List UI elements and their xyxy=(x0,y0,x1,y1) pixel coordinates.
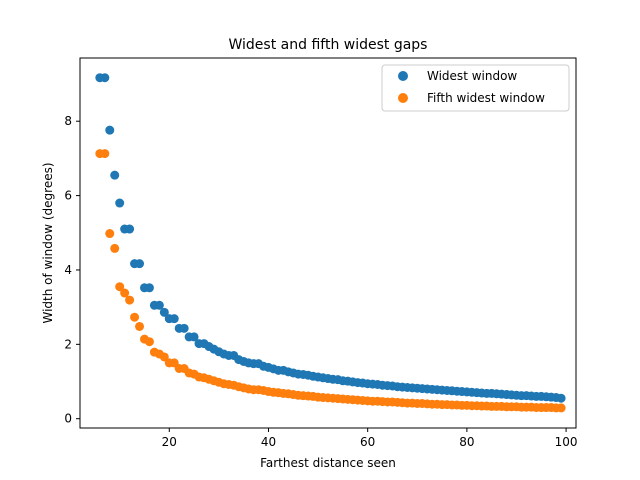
point-series1-1 xyxy=(100,149,110,159)
x-axis-ticks: 20 40 60 80 100 xyxy=(162,428,578,449)
point-series1-5 xyxy=(120,288,130,298)
point-series0-19 xyxy=(189,332,199,342)
x-tick-label-0: 20 xyxy=(162,435,177,449)
legend-marker-widest xyxy=(398,71,408,81)
y-tick-label-2: 4 xyxy=(64,263,72,277)
y-tick-label-4: 8 xyxy=(64,114,72,128)
point-series1-8 xyxy=(135,321,145,331)
y-axis-ticks: 0 2 4 6 8 xyxy=(64,114,80,426)
point-series1-93 xyxy=(556,403,566,413)
point-series1-7 xyxy=(130,312,140,322)
point-series0-3 xyxy=(110,170,120,180)
legend-frame xyxy=(381,64,570,112)
y-tick-label-1: 2 xyxy=(64,337,72,351)
point-series0-17 xyxy=(179,323,189,333)
point-series1-3 xyxy=(110,243,120,253)
x-tick-label-3: 80 xyxy=(459,435,474,449)
plot-frame xyxy=(79,57,577,429)
legend: Widest window Fifth widest window xyxy=(381,64,570,112)
x-tick-label-2: 60 xyxy=(360,435,375,449)
point-series1-6 xyxy=(125,295,135,305)
point-series0-12 xyxy=(154,300,164,310)
point-series0-15 xyxy=(169,314,179,324)
point-series0-4 xyxy=(115,198,125,208)
x-tick-label-1: 40 xyxy=(261,435,276,449)
legend-marker-fifth xyxy=(398,93,408,103)
x-axis-label: Farthest distance seen xyxy=(260,456,396,470)
y-tick-label-0: 0 xyxy=(64,412,72,426)
point-series0-10 xyxy=(144,283,154,293)
point-series1-13 xyxy=(159,352,169,362)
legend-label-widest: Widest window xyxy=(427,69,517,83)
point-series0-6 xyxy=(125,224,135,234)
point-series1-4 xyxy=(115,282,125,292)
point-series1-2 xyxy=(105,229,115,239)
point-series0-13 xyxy=(159,307,169,317)
point-series0-2 xyxy=(105,125,115,135)
point-series0-1 xyxy=(100,73,110,83)
y-tick-label-3: 6 xyxy=(64,189,72,203)
y-axis-label: Width of window (degrees) xyxy=(41,162,55,323)
point-series0-93 xyxy=(556,393,566,403)
chart-title: Widest and fifth widest gaps xyxy=(229,37,428,53)
point-series1-10 xyxy=(144,337,154,347)
data-points xyxy=(95,73,566,413)
x-tick-label-4: 100 xyxy=(555,435,578,449)
point-series0-8 xyxy=(135,259,145,269)
plot-area xyxy=(80,58,576,428)
legend-label-fifth: Fifth widest window xyxy=(427,91,545,105)
